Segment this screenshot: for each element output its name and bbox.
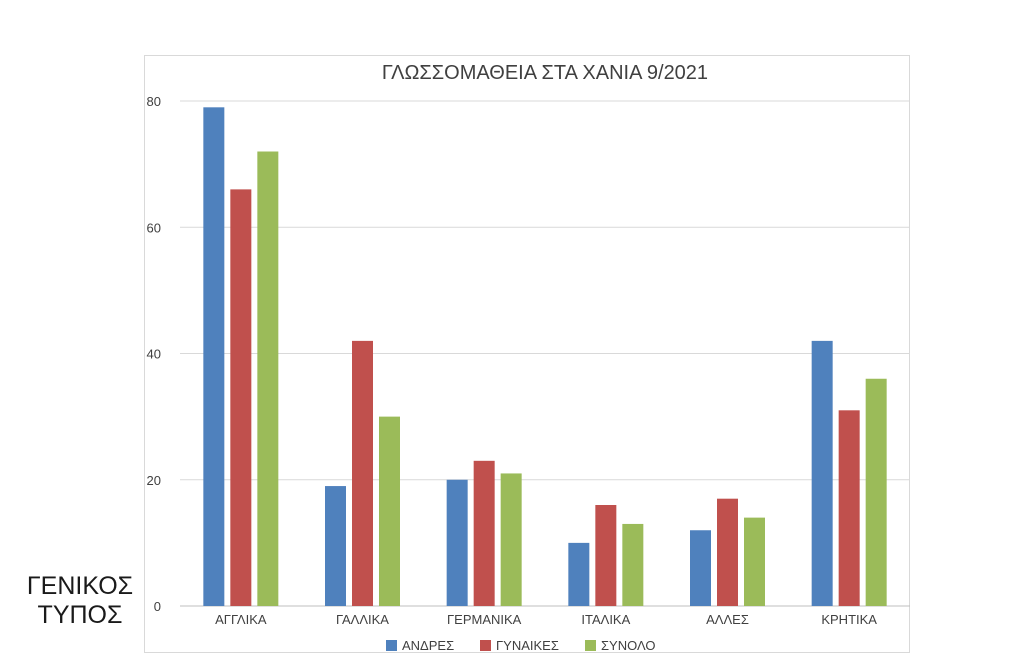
bar [446,479,468,606]
bar [473,460,495,606]
x-tick-label: ΓΕΡΜΑΝΙΚΑ [447,612,522,627]
x-tick-label: ΚΡΗΤΙΚΑ [821,612,877,627]
y-tick-label: 60 [147,220,161,235]
bar [717,498,738,606]
y-tick-label: 20 [147,473,161,488]
legend-label: ΓΥΝΑΙΚΕΣ [496,638,559,653]
legend-swatch [585,640,596,651]
y-tick-label: 0 [154,599,161,614]
bar [257,151,279,606]
bar [865,378,887,606]
bar [203,107,225,606]
y-tick-label: 40 [147,347,161,362]
bar [690,530,711,606]
x-tick-label: ΑΓΓΛΙΚΑ [215,612,267,627]
bar [379,416,400,606]
x-tick-label: ΓΑΛΛΙΚΑ [336,612,389,627]
x-tick-label: ΑΛΛΕΣ [706,612,749,627]
bar [838,410,860,606]
bar [325,486,346,606]
side-caption: ΓΕΝΙΚΟΣ ΤΥΠΟΣ [10,572,150,630]
bar [500,473,522,606]
x-tick-label: ΙΤΑΛΙΚΑ [581,612,630,627]
legend-swatch [480,640,491,651]
side-caption-line-2: ΤΥΠΟΣ [37,601,123,629]
legend-label: ΑΝΔΡΕΣ [402,638,454,653]
bar [230,189,252,606]
bar [568,542,590,606]
legend-label: ΣΥΝΟΛΟ [601,638,656,653]
side-caption-line-1: ΓΕΝΙΚΟΣ [26,572,134,600]
bar [622,523,644,606]
bar [595,505,617,606]
y-tick-label: 80 [147,94,161,109]
bar [811,340,833,606]
legend-swatch [386,640,397,651]
bar [744,517,765,606]
bar [352,340,373,606]
chart-title: ΓΛΩΣΣΟΜΑΘΕΙΑ ΣΤΑ ΧΑΝΙΑ 9/2021 [382,62,708,84]
